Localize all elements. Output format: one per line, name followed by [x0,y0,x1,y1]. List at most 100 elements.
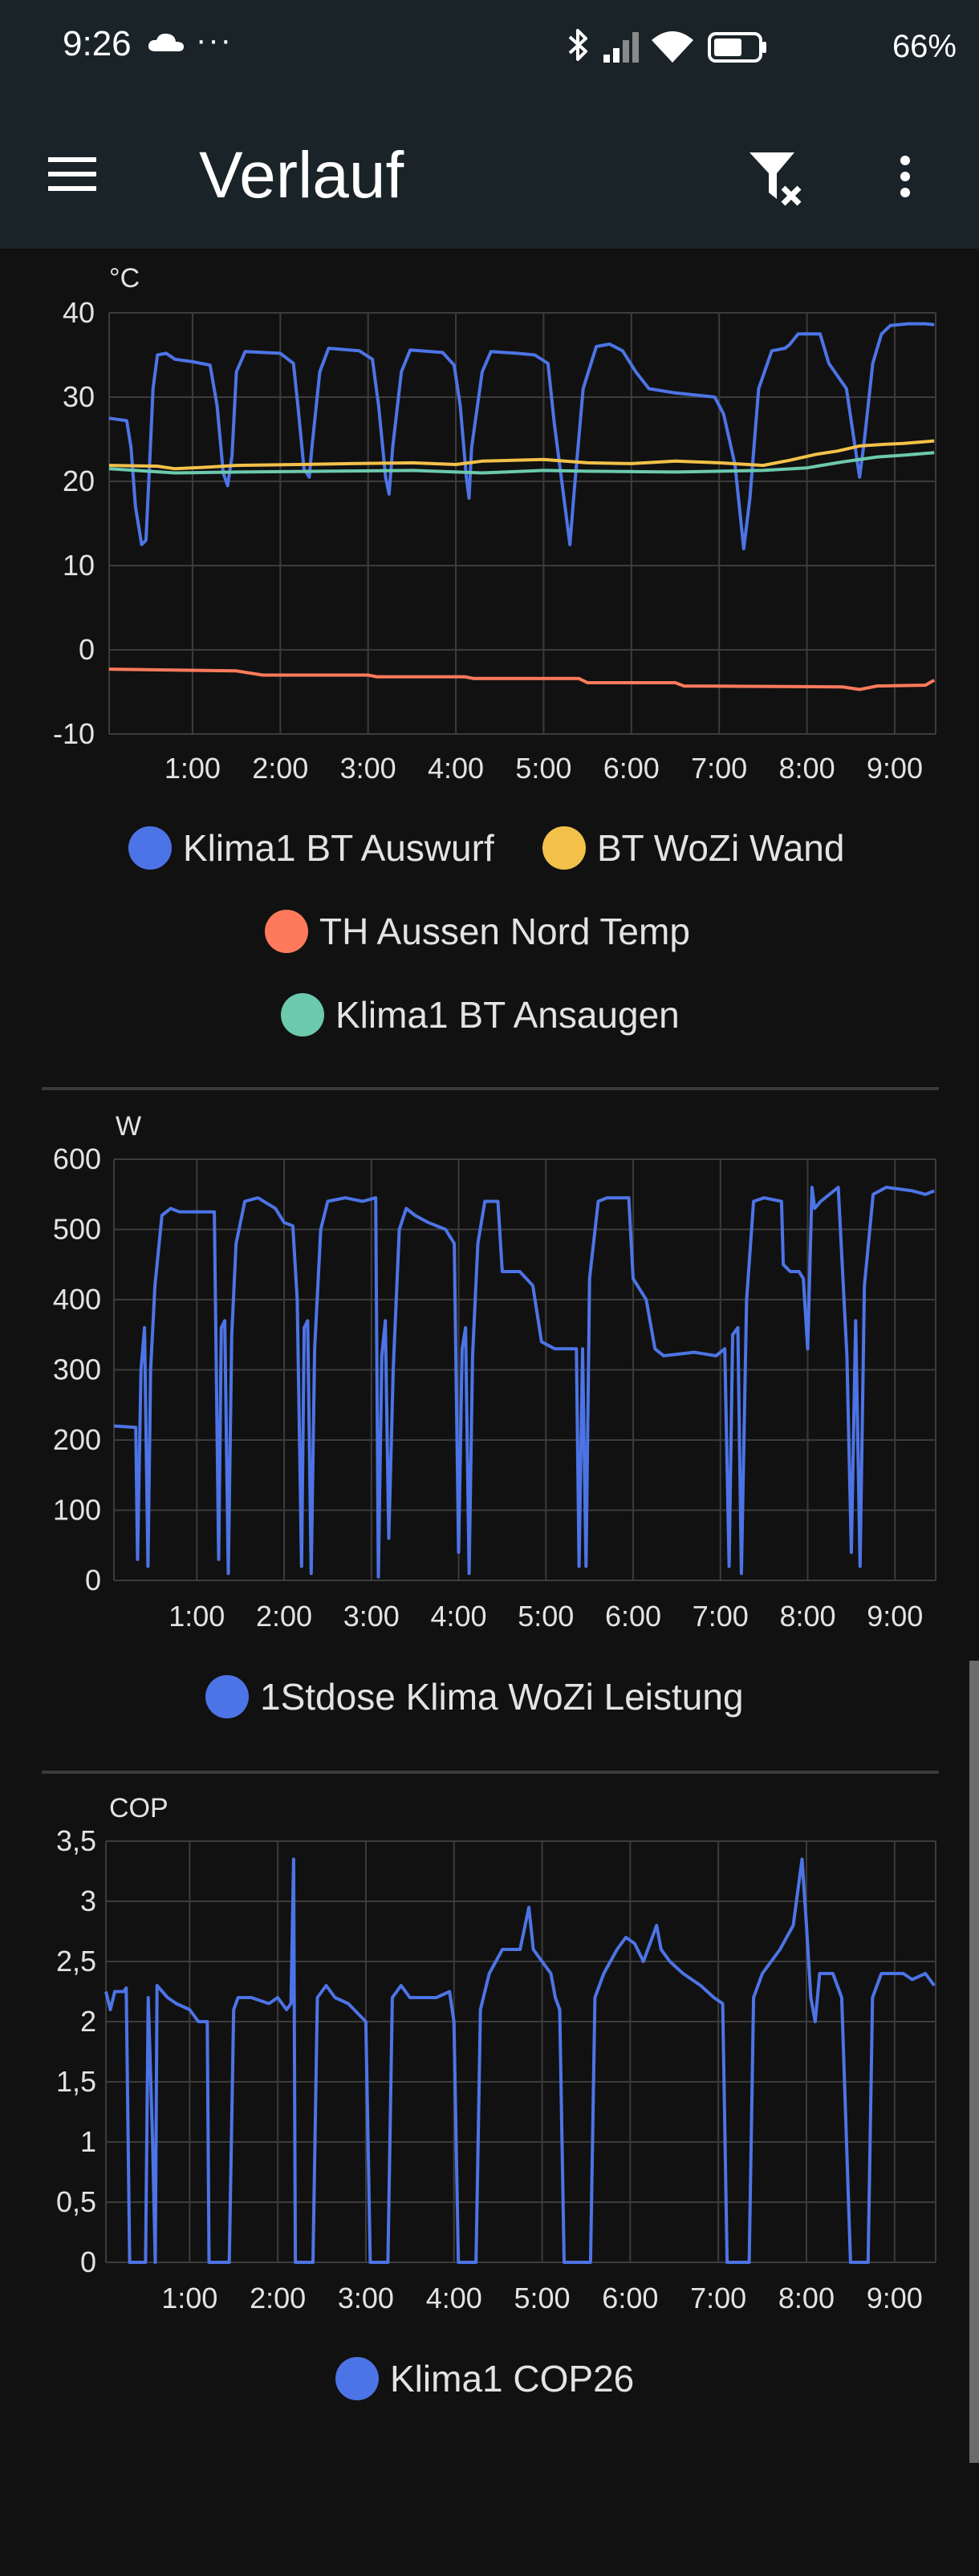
x-tick-label: 9:00 [867,752,923,785]
y-tick-label: 400 [53,1283,101,1316]
y-tick-label: 500 [53,1213,101,1246]
divider [42,1771,939,1774]
battery-percentage: 66% [892,29,957,64]
legend-item-bt-wozi-wand[interactable]: BT WoZi Wand [542,826,844,870]
legend-item-th-aussen-nord-temp[interactable]: TH Aussen Nord Temp [265,910,690,953]
x-tick-label: 4:00 [430,1600,486,1633]
y-tick-label: 300 [53,1353,101,1386]
menu-icon [48,157,96,191]
x-tick-label: 1:00 [161,2282,217,2314]
legend-label: 1Stdose Klima WoZi Leistung [260,1676,744,1718]
x-tick-label: 3:00 [338,2282,394,2314]
y-tick-label: 30 [63,380,95,413]
x-tick-label: 6:00 [602,2282,658,2314]
x-tick-label: 5:00 [514,2282,570,2314]
power-chart: W 600 500 400 300 200 100 0 1:00 2:00 3:00 4:00 5:00… [53,1111,936,1633]
legend-item-klima1-bt-ansaugen[interactable]: Klima1 BT Ansaugen [281,993,680,1036]
x-tick-label: 5:00 [515,752,571,785]
x-tick-label: 4:00 [428,752,484,785]
temperature-chart-card: °C 40 30 20 10 0 -10 1:00 2:00 3:00 4:00 5:00 6:00 7:… [0,257,979,785]
axis-unit-label: °C [109,263,140,294]
temperature-chart: °C 40 30 20 10 0 -10 1:00 2:00 3:00 4:00 5:00 6:00 7:… [53,263,936,785]
more-vert-icon [900,156,910,197]
legend-dot [281,993,324,1036]
scrollbar[interactable] [969,1661,979,2463]
legend-label: Klima1 BT Ansaugen [335,994,680,1036]
bluetooth-icon [568,29,587,61]
x-tick-label: 3:00 [340,752,396,785]
cloud-icon [148,32,185,57]
x-tick-label: 2:00 [252,752,308,785]
legend-dot [265,910,308,953]
wifi-icon [652,31,693,63]
cop-chart-card: COP 3,5 3 2,5 2 1,5 1 0,5 0 1:00 2:00 3:00 4:00 5:00 6… [0,1785,979,2331]
y-tick-label: 1,5 [56,2065,96,2098]
battery-icon [708,32,766,63]
x-tick-label: 9:00 [867,2282,923,2314]
legend-label: Klima1 BT Auswurf [183,827,494,869]
page-title: Verlauf [199,139,404,212]
y-tick-label: 0,5 [56,2185,96,2218]
x-tick-label: 8:00 [778,2282,835,2314]
y-tick-label: 1 [80,2125,96,2158]
x-tick-label: 1:00 [169,1600,225,1633]
x-tick-label: 4:00 [426,2282,482,2314]
x-tick-label: 7:00 [690,2282,746,2314]
legend-dot [542,826,586,870]
x-tick-label: 9:00 [867,1600,923,1633]
axis-unit-label: W [116,1111,141,1142]
x-tick-label: 2:00 [250,2282,306,2314]
x-tick-label: 7:00 [691,752,747,785]
series-line [108,322,935,550]
y-tick-label: 40 [63,296,95,329]
clear-filter-button[interactable] [746,148,810,212]
status-icons [568,29,766,63]
series-line [108,667,936,692]
x-tick-label: 2:00 [256,1600,312,1633]
x-tick-label: 6:00 [603,752,660,785]
x-tick-label: 5:00 [518,1600,574,1633]
legend-label: Klima1 COP26 [390,2358,635,2400]
x-tick-label: 6:00 [605,1600,661,1633]
app-bar [0,96,979,249]
more-notifications-icon: ··· [196,22,233,58]
series-line [113,1186,935,1579]
legend-item-1stdose-klima-wozi-leistung[interactable]: 1Stdose Klima WoZi Leistung [205,1675,744,1718]
y-tick-label: 2 [80,2005,96,2038]
legend-item-klima1-cop26[interactable]: Klima1 COP26 [335,2357,634,2400]
legend-dot [128,826,172,870]
y-tick-label: 3,5 [56,1824,96,1857]
x-tick-label: 8:00 [779,1600,835,1633]
y-tick-label: -10 [53,717,95,750]
y-tick-label: 20 [63,464,95,497]
series-line [108,439,935,471]
y-tick-label: 200 [53,1423,101,1456]
x-tick-label: 1:00 [165,752,221,785]
more-options-button[interactable] [883,149,928,213]
filter-remove-icon [749,152,802,206]
y-tick-label: 600 [53,1142,101,1175]
y-tick-label: 0 [80,2245,96,2278]
y-tick-label: 0 [85,1564,101,1596]
x-tick-label: 8:00 [779,752,835,785]
signal-icon [603,32,639,63]
axis-unit-label: COP [109,1793,169,1823]
cop-chart: COP 3,5 3 2,5 2 1,5 1 0,5 0 1:00 2:00 3:00 4:00 5:00 6… [56,1793,936,2314]
y-tick-label: 0 [79,633,95,666]
y-tick-label: 3 [80,1884,96,1917]
power-chart-card: W 600 500 400 300 200 100 0 1:00 2:00 3:00 4:00 5:00… [0,1103,979,1649]
menu-button[interactable] [47,154,100,194]
legend-dot [205,1675,249,1718]
x-tick-label: 3:00 [343,1600,400,1633]
divider [42,1087,939,1090]
y-tick-label: 10 [63,549,95,582]
legend-item-klima1-bt-auswurf[interactable]: Klima1 BT Auswurf [128,826,494,870]
series-line [104,1857,936,2264]
x-tick-label: 7:00 [693,1600,749,1633]
legend-dot [335,2357,379,2400]
legend-label: BT WoZi Wand [597,827,845,869]
y-tick-label: 100 [53,1494,101,1527]
clock: 9:26 [63,24,132,63]
series-line [108,451,935,475]
status-bar: 9:26 ··· 66% [0,0,979,96]
